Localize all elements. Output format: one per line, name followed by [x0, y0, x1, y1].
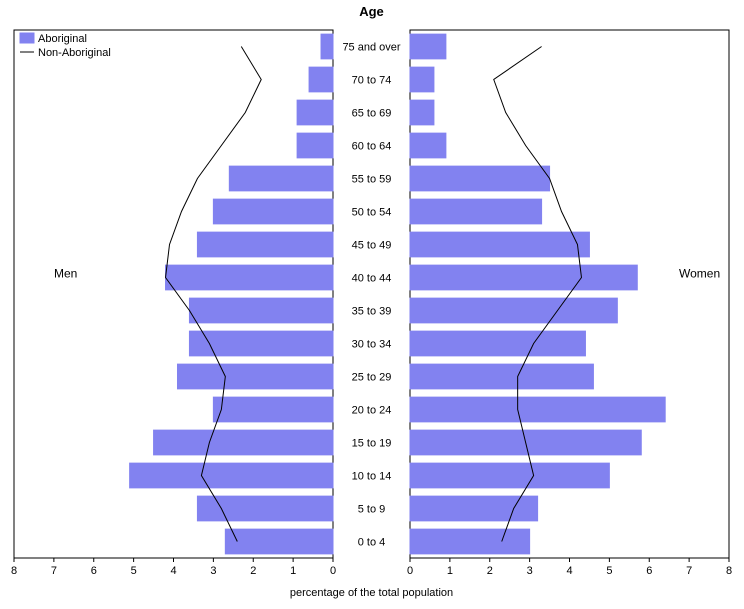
- bar-women: [410, 166, 550, 191]
- bar-men: [229, 166, 333, 191]
- bar-men: [309, 67, 333, 92]
- bar-women: [410, 100, 434, 125]
- age-label: 25 to 29: [352, 372, 392, 384]
- tick-label: 1: [290, 565, 296, 577]
- tick-label: 5: [131, 565, 137, 577]
- bar-women: [410, 463, 609, 488]
- tick-label: 7: [51, 565, 57, 577]
- tick-label: 3: [210, 565, 216, 577]
- bar-women: [410, 199, 542, 224]
- tick-label: 8: [726, 565, 732, 577]
- bar-men: [189, 298, 333, 323]
- bar-men: [177, 364, 333, 389]
- bar-women: [410, 34, 446, 59]
- chart-title: Age: [359, 4, 384, 19]
- bar-men: [197, 496, 333, 521]
- legend-label-non-aboriginal: Non-Aboriginal: [38, 47, 111, 59]
- bar-men: [189, 331, 333, 356]
- tick-label: 6: [646, 565, 652, 577]
- tick-label: 5: [606, 565, 612, 577]
- age-label: 65 to 69: [352, 108, 392, 120]
- tick-label: 8: [11, 565, 17, 577]
- age-label: 20 to 24: [352, 405, 392, 417]
- legend-swatch-aboriginal: [20, 33, 34, 43]
- men-label: Men: [54, 267, 77, 281]
- age-label: 40 to 44: [352, 273, 392, 285]
- bar-women: [410, 364, 593, 389]
- bar-men: [154, 430, 333, 455]
- bar-women: [410, 397, 665, 422]
- tick-label: 0: [407, 565, 413, 577]
- population-pyramid-chart: 0 0 1 1 2 2 3 3 4 4 5 5 6 6 7 7 8 8 0 to 4 5 to 9 10 to 14 15…: [0, 0, 744, 609]
- bar-men: [130, 463, 333, 488]
- age-label: 5 to 9: [358, 504, 386, 516]
- tick-label: 6: [91, 565, 97, 577]
- bar-men: [321, 34, 333, 59]
- bar-men: [213, 397, 333, 422]
- women-label: Women: [679, 267, 720, 281]
- age-label: 30 to 34: [352, 339, 392, 351]
- tick-label: 7: [686, 565, 692, 577]
- x-axis-label: percentage of the total population: [290, 587, 453, 599]
- tick-label: 2: [487, 565, 493, 577]
- bar-women: [410, 529, 530, 554]
- age-label: 75 and over: [342, 42, 400, 54]
- legend-label-aboriginal: Aboriginal: [38, 33, 87, 45]
- bar-women: [410, 331, 585, 356]
- bar-men: [297, 100, 333, 125]
- bar-men: [197, 232, 333, 257]
- age-label: 70 to 74: [352, 75, 392, 87]
- tick-label: 0: [330, 565, 336, 577]
- bar-women: [410, 265, 637, 290]
- age-label: 35 to 39: [352, 306, 392, 318]
- bar-men: [213, 199, 333, 224]
- age-label: 55 to 59: [352, 174, 392, 186]
- age-label: 15 to 19: [352, 438, 392, 450]
- age-label: 50 to 54: [352, 207, 392, 219]
- age-label: 60 to 64: [352, 141, 392, 153]
- bar-women: [410, 67, 434, 92]
- tick-label: 4: [566, 565, 572, 577]
- age-label: 10 to 14: [352, 471, 392, 483]
- tick-label: 3: [527, 565, 533, 577]
- bar-men: [297, 133, 333, 158]
- bar-women: [410, 298, 617, 323]
- bar-women: [410, 232, 589, 257]
- age-label: 0 to 4: [358, 537, 386, 549]
- bar-men: [166, 265, 333, 290]
- tick-label: 4: [170, 565, 176, 577]
- age-label: 45 to 49: [352, 240, 392, 252]
- tick-label: 2: [250, 565, 256, 577]
- bar-women: [410, 133, 446, 158]
- tick-label: 1: [447, 565, 453, 577]
- bar-men: [225, 529, 333, 554]
